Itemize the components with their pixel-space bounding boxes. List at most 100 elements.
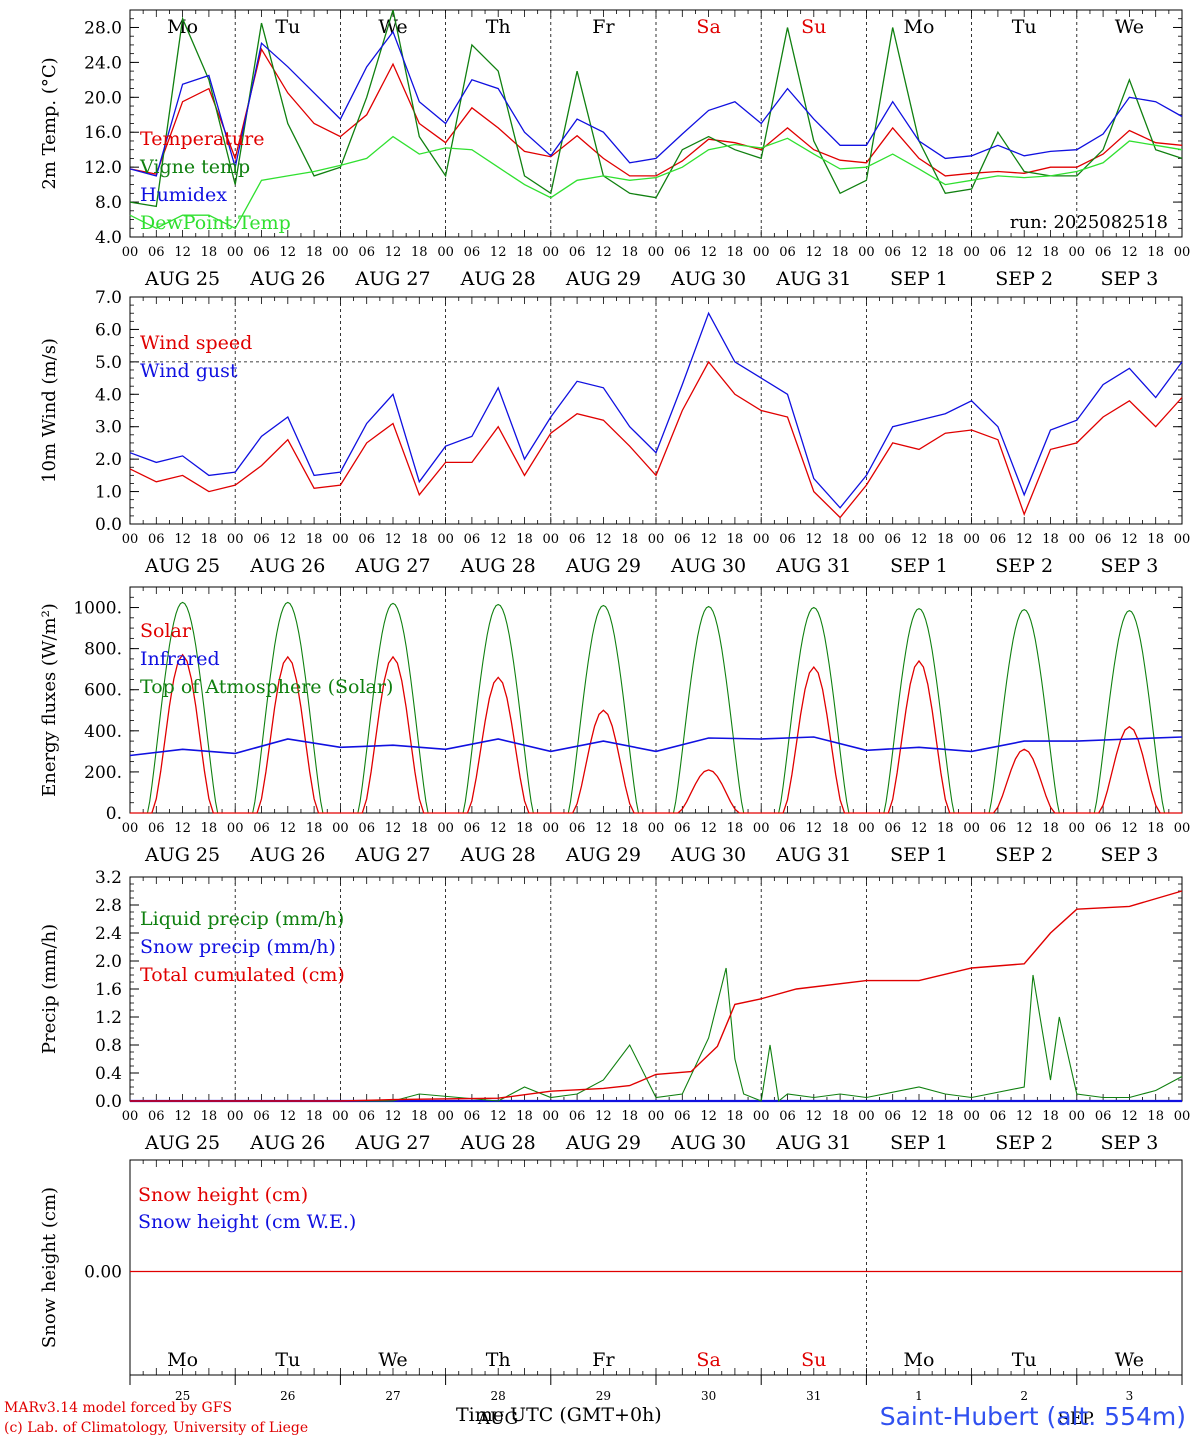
line-toa-solar-day [550,604,656,814]
hour-label: 12 [911,1109,928,1124]
hour-label: 00 [227,245,244,260]
hour-label: 12 [1016,245,1033,260]
y-tick-label: 1000. [73,599,122,619]
y-tick-label: 28.0 [84,18,122,38]
hour-label: 00 [753,821,770,836]
hour-label: 06 [884,245,901,260]
run-annotation: run: 2025082518 [1010,212,1168,233]
hour-label: 06 [884,532,901,547]
legend-snow-height-cm: Snow height (cm) [138,1184,308,1206]
hour-label: 12 [700,532,717,547]
hour-label: 12 [806,532,823,547]
hour-label: 18 [411,1109,428,1124]
legend-snow-precip-mm-h: Snow precip (mm/h) [140,936,336,958]
line-solar-day [340,655,446,814]
hour-label: 06 [884,1109,901,1124]
hour-label: 06 [779,1109,796,1124]
hour-label: 12 [385,245,402,260]
hour-label: 18 [727,821,744,836]
hour-label: 06 [148,1109,165,1124]
hour-label: 00 [227,532,244,547]
hour-label: 12 [385,821,402,836]
hour-label: 00 [753,532,770,547]
hour-label: 12 [1121,1109,1138,1124]
hour-label: 00 [332,1109,349,1124]
hour-label: 06 [148,245,165,260]
line-dewpoint-temp [129,135,1183,230]
legend-infrared: Infrared [140,648,220,670]
day-number-label: 28 [491,1389,506,1403]
line-wind-gust [129,311,1183,509]
hour-label: 12 [700,245,717,260]
hour-label: 00 [122,1109,139,1124]
hour-label: 18 [832,532,849,547]
line-solar-day [235,655,341,814]
hour-label: 06 [1095,245,1112,260]
y-tick-label: 2.0 [95,450,122,470]
date-label: AUG 26 [249,1132,325,1154]
model-credit: MARv3.14 model forced by GFS [4,1400,233,1416]
hour-label: 12 [490,245,507,260]
line-solar-day [971,748,1077,814]
day-number-label: 25 [175,1389,190,1403]
hour-label: 12 [385,532,402,547]
line-humidex [129,30,1183,177]
line-total-cumulated [130,890,1183,1102]
hour-label: 18 [411,245,428,260]
line-solar-day [445,676,551,814]
date-label: SEP 1 [890,268,948,290]
hour-label: 12 [806,1109,823,1124]
hour-label: 06 [569,1109,586,1124]
weekday-label: Sa [696,1349,720,1371]
hour-label: 18 [516,821,533,836]
date-label: AUG 29 [565,268,641,290]
hour-label: 18 [832,245,849,260]
weekday-label: Su [801,16,826,38]
hour-label: 00 [858,821,875,836]
date-label: SEP 2 [995,1132,1053,1154]
hour-label: 18 [621,245,638,260]
legend-dewpoint-temp: DewPoint Temp [140,212,291,234]
lab-credit: (c) Lab. of Climatology, University of L… [4,1420,309,1436]
hour-label: 12 [174,245,191,260]
legend-temperature: Temperature [140,128,264,150]
hour-label: 12 [1121,821,1138,836]
y-tick-label: 12.0 [84,158,122,178]
hour-label: 18 [516,1109,533,1124]
hour-label: 18 [727,532,744,547]
hour-label: 18 [1042,532,1059,547]
hour-label: 00 [1174,245,1191,260]
hour-label: 00 [543,532,560,547]
date-label: AUG 28 [460,1132,536,1154]
line-toa-solar-day [1076,609,1182,814]
station-name: Saint-Hubert (alt. 554m) [879,1402,1186,1431]
hour-label: 18 [201,245,218,260]
date-label: AUG 29 [565,1132,641,1154]
hour-label: 12 [1016,1109,1033,1124]
month-label: AUG [477,1409,518,1429]
y-tick-label: 3.2 [95,868,122,888]
hour-label: 00 [437,821,454,836]
hour-label: 18 [306,532,323,547]
hour-label: 00 [437,245,454,260]
hour-label: 18 [306,1109,323,1124]
hour-label: 18 [1042,821,1059,836]
date-label: SEP 3 [1100,844,1158,866]
y-axis-label: Precip (mm/h) [39,924,60,1054]
weekday-label: Fr [592,1349,615,1371]
hour-label: 12 [490,821,507,836]
hour-label: 06 [674,1109,691,1124]
hour-label: 18 [727,245,744,260]
y-tick-label: 24.0 [84,53,122,73]
time-axis-label: Time UTC (GMT+0h) [456,1404,662,1426]
y-tick-label: 8.0 [95,193,122,213]
y-axis-label: 2m Temp. (°C) [39,57,60,189]
y-tick-label: 200. [84,763,122,783]
y-tick-label: 2.8 [95,896,122,916]
hour-label: 00 [648,1109,665,1124]
hour-label: 12 [911,821,928,836]
hour-label: 06 [990,532,1007,547]
hour-label: 00 [1069,532,1086,547]
weekday-label: We [1115,16,1144,38]
date-label: AUG 25 [144,1132,220,1154]
